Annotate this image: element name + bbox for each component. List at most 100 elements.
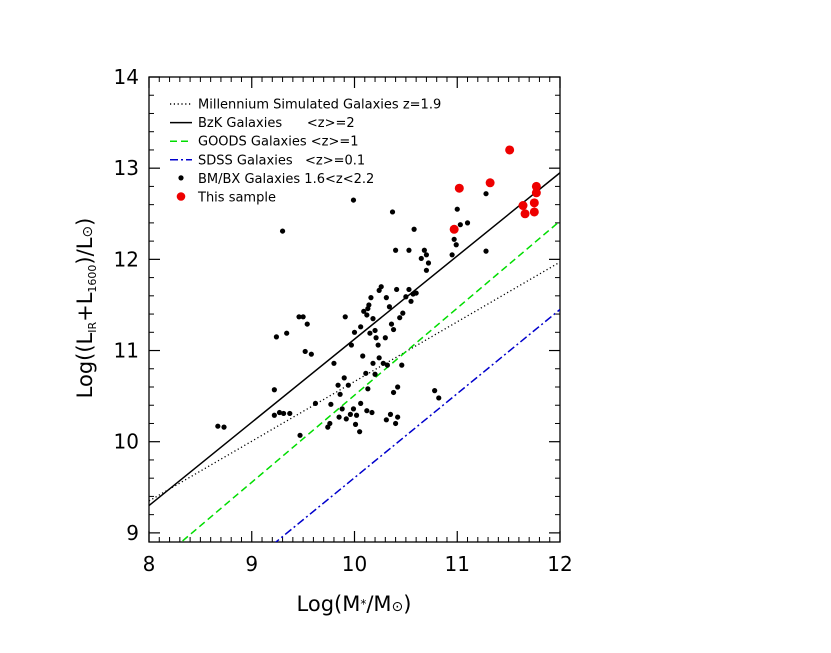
bmbx-point [406,247,412,253]
bmbx-point [388,321,395,327]
bmbx-point [451,236,457,242]
bmbx-point [345,382,351,388]
bmbx-point [454,206,460,212]
series-line-solid [149,172,560,507]
bmbx-point [400,310,406,316]
legend-marker [178,175,184,181]
bmbx-point [372,371,378,377]
sample-point [454,183,464,193]
legend-label: SDSS Galaxies <z>=0.1 [198,153,365,168]
bmbx-point [351,329,358,335]
trend-lines [149,172,560,542]
bmbx-point [368,295,374,301]
bmbx-point [276,409,283,416]
x-tick-label: 9 [245,552,258,576]
bmbx-point [464,220,471,226]
sample-point [518,201,528,211]
bmbx-point [397,315,403,321]
bmbx-point [361,308,367,314]
bmbx-point [271,387,277,393]
x-tick-label: 8 [143,552,156,576]
bmbx-point [297,432,303,438]
bmbx-point [358,324,364,330]
bmbx-point [287,410,293,417]
bmbx-point [281,410,287,417]
bmbx-point [411,226,417,232]
bmbx-point [393,247,399,253]
bmbx-point [457,222,463,228]
bmbx-point [308,351,314,357]
bmbx-point [364,408,370,414]
y-tick-label: 13 [114,156,139,180]
bmbx-point [382,335,388,341]
bmbx-point [327,420,333,427]
sample-point [529,207,539,217]
bmbx-point [394,286,400,293]
bmbx-point [300,314,306,320]
bmbx-point [380,360,386,366]
bmbx-point [342,314,348,320]
bmbx-point [408,298,414,304]
bmbx-point [360,353,366,359]
sample-point [485,178,495,188]
bmbx-point [215,423,221,429]
bmbx-point [347,411,353,417]
bmbx-point [337,391,343,397]
y-tick-label: 9 [126,521,139,545]
bmbx-point [423,252,430,258]
sample-point [529,198,539,208]
bmbx-point [370,360,376,366]
bmbx-point [372,327,378,334]
series-line-dotted [149,261,560,502]
legend-marker [176,192,186,201]
bmbx-point [393,420,399,427]
bmbx-point [390,389,397,396]
bmbx-point [383,295,389,301]
bmbx-point [358,400,364,407]
bmbx-point [296,314,302,320]
bmbx-point [353,412,360,418]
bmbx-point [336,414,342,420]
bmbx-point [350,197,357,203]
bmbx-point [341,375,347,381]
bmbx-point [364,312,370,318]
legend-label: BM/BX Galaxies 1.6<z<2.2 [198,172,374,187]
x-tick-label: 12 [547,552,572,576]
y-tick-label: 11 [114,339,139,363]
legend-label: BzK Galaxies <z>=2 [198,116,355,131]
sample-point [449,224,459,234]
bmbx-point [273,334,280,340]
y-tick-label: 12 [114,247,139,271]
bmbx-point [350,406,357,412]
bmbx-point [483,248,489,254]
x-tick-label: 10 [342,552,367,576]
bmbx-point [384,362,390,368]
legend-label: GOODS Galaxies <z>=1 [198,135,359,150]
bmbx-point [304,321,310,327]
bmbx-point [335,382,341,388]
bmbx-point [367,330,373,336]
bmbx-point [395,414,401,420]
bmbx-point [449,252,455,258]
bmbx-point [418,255,424,262]
y-axis-label: Log((LIR+L1600)/L⊙) [73,218,99,399]
bmbx-point [221,424,227,430]
bmbx-point [436,395,442,401]
bmbx-point [271,412,277,418]
bmbx-point [373,335,379,341]
bmbx-point [406,286,412,293]
bmbx-point [390,326,397,333]
legend-label: This sample [197,191,276,206]
bmbx-point [383,417,389,423]
x-axis-label: Log(M*/M⊙) [297,592,412,616]
bmbx-point [339,406,345,412]
bmbx-point [387,411,394,417]
x-tick-label: 11 [445,552,470,576]
bmbx-point [453,242,459,248]
sample-point [531,188,541,198]
bmbx-point [421,247,427,253]
bmbx-point [284,330,290,336]
bmbx-point [399,362,405,368]
